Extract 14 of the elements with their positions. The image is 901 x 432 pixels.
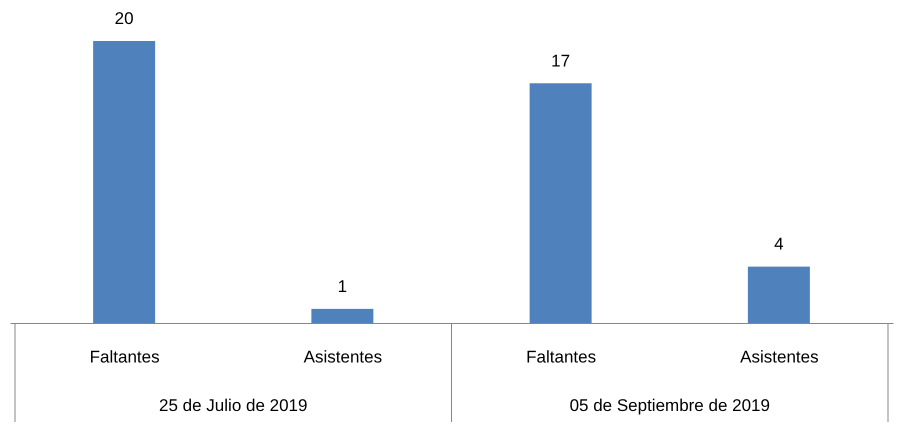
data-label: 17 — [551, 51, 570, 70]
x-tick-label: Asistentes — [304, 348, 382, 366]
x-tick-label: Faltantes — [526, 348, 596, 366]
x-tick-label: Asistentes — [740, 348, 819, 366]
text: 05 de Septiembre de 2019 — [570, 396, 770, 415]
x-tick-label: Faltantes — [90, 348, 160, 366]
bar — [93, 41, 156, 323]
text: 25 de Julio de 2019 — [159, 396, 308, 415]
bar — [530, 83, 592, 323]
bar — [748, 266, 810, 323]
bar — [311, 308, 374, 323]
data-label: 20 — [114, 9, 134, 28]
data-label: 4 — [774, 234, 784, 254]
data-label: 1 — [338, 276, 348, 296]
